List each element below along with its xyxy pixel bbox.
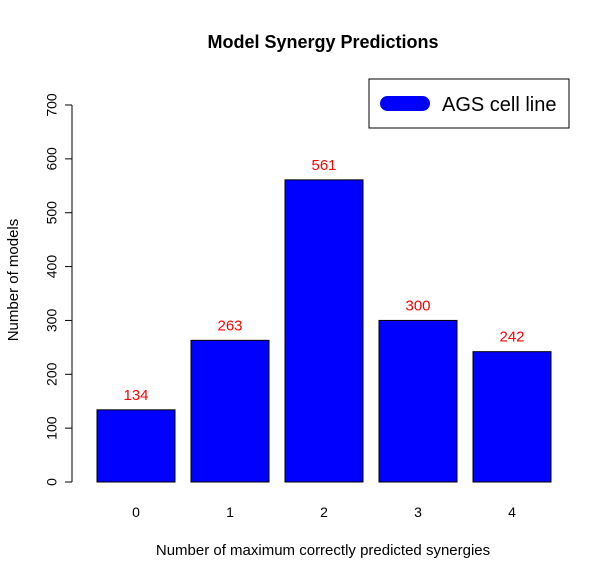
data-labels: 134 263 561 300 242 <box>123 157 524 404</box>
data-label: 561 <box>311 157 336 174</box>
legend-swatch <box>380 96 430 111</box>
legend-label: AGS cell line <box>442 94 557 116</box>
data-label: 134 <box>123 387 148 404</box>
data-label: 242 <box>499 329 524 346</box>
y-tick-label: 700 <box>44 93 60 117</box>
y-tick-label: 500 <box>44 201 60 225</box>
bar-4 <box>472 351 552 483</box>
x-axis-label: Number of maximum correctly predicted sy… <box>156 542 490 559</box>
x-axis-tick-labels: 0 1 2 3 4 <box>132 504 516 520</box>
x-tick-label: 3 <box>414 504 422 520</box>
legend: AGS cell line <box>368 78 570 129</box>
bar-series <box>96 179 552 483</box>
y-axis-ticks: 0 100 200 300 400 500 600 700 <box>44 93 72 486</box>
y-tick-label: 400 <box>44 255 60 279</box>
x-tick-label: 1 <box>226 504 234 520</box>
bar-2 <box>284 179 364 483</box>
bar-1 <box>190 339 270 483</box>
bar-3 <box>378 319 458 483</box>
data-label: 263 <box>217 317 242 334</box>
data-label: 300 <box>405 297 430 314</box>
y-tick-label: 100 <box>44 416 60 440</box>
x-tick-label: 2 <box>320 504 328 520</box>
x-tick-label: 4 <box>508 504 516 520</box>
bar-0 <box>96 409 176 483</box>
y-axis-label: Number of models <box>5 219 22 342</box>
y-tick-label: 300 <box>44 309 60 333</box>
x-tick-label: 0 <box>132 504 140 520</box>
y-tick-label: 200 <box>44 362 60 386</box>
y-tick-label: 600 <box>44 147 60 171</box>
chart-title: Model Synergy Predictions <box>207 32 438 52</box>
y-tick-label: 0 <box>44 478 60 486</box>
